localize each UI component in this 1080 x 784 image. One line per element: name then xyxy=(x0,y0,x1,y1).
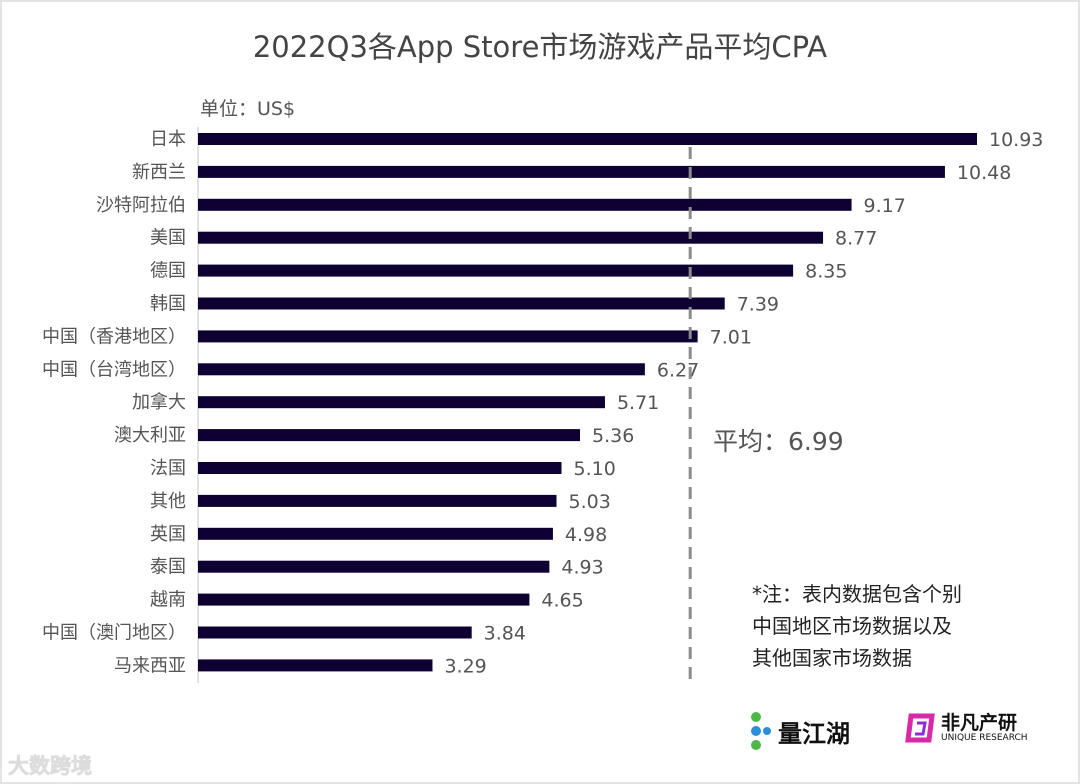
value-label: 5.10 xyxy=(573,458,615,480)
bar xyxy=(198,462,562,474)
bar xyxy=(198,297,725,310)
bar xyxy=(198,396,605,409)
value-label: 5.36 xyxy=(592,425,634,447)
category-label: 泰国 xyxy=(150,557,186,578)
bar xyxy=(198,429,581,442)
liangjianghu-text: 量江湖 xyxy=(778,719,850,748)
feifan-subtext: UNIQUE RESEARCH xyxy=(941,733,1028,743)
bar xyxy=(198,363,645,376)
category-label: 加拿大 xyxy=(132,391,186,413)
category-label: 其他 xyxy=(150,491,186,512)
category-label: 中国（澳门地区） xyxy=(42,623,186,644)
value-label: 7.39 xyxy=(737,294,779,316)
value-label: 4.93 xyxy=(561,557,603,579)
value-label: 6.27 xyxy=(657,359,699,381)
category-label: 法国 xyxy=(150,458,186,479)
category-label: 德国 xyxy=(150,261,186,282)
feifan-icon xyxy=(905,713,935,743)
bar xyxy=(198,330,698,343)
bar xyxy=(198,626,472,639)
category-label: 美国 xyxy=(150,228,186,249)
bar xyxy=(198,494,557,507)
note-line: 其他国家市场数据 xyxy=(752,646,912,670)
bar xyxy=(198,593,530,606)
footnote: *注：表内数据包含个别 中国地区市场数据以及 其他国家市场数据 xyxy=(752,578,962,674)
bar xyxy=(198,527,553,540)
value-label: 4.65 xyxy=(541,590,583,612)
category-label: 日本 xyxy=(150,129,186,150)
bar xyxy=(198,659,433,672)
bar xyxy=(198,165,945,178)
value-label: 9.17 xyxy=(864,195,906,217)
category-label: 英国 xyxy=(150,524,186,545)
value-label: 5.03 xyxy=(568,491,610,513)
category-label: 马来西亚 xyxy=(114,655,186,676)
category-label: 沙特阿拉伯 xyxy=(96,195,186,216)
category-label: 韩国 xyxy=(150,294,186,315)
value-label: 7.01 xyxy=(710,326,752,348)
bar xyxy=(198,264,794,277)
category-label: 新西兰 xyxy=(132,162,186,183)
value-label: 10.93 xyxy=(989,129,1043,151)
value-label: 4.98 xyxy=(565,524,607,546)
note-line: *注：表内数据包含个别 xyxy=(752,582,962,606)
liangjianghu-icon xyxy=(751,712,771,750)
feifan-text: 非凡产研 xyxy=(941,712,1018,734)
bar xyxy=(198,198,852,211)
category-label: 澳大利亚 xyxy=(114,425,186,446)
unit-label: 单位：US$ xyxy=(200,98,296,120)
bar xyxy=(198,560,550,573)
note-line: 中国地区市场数据以及 xyxy=(752,614,952,638)
chart-title: 2022Q3各App Store市场游戏产品平均CPA xyxy=(252,30,828,64)
category-label: 中国（香港地区） xyxy=(42,326,186,347)
category-label: 越南 xyxy=(150,590,186,611)
value-label: 3.29 xyxy=(444,655,486,677)
value-label: 8.77 xyxy=(835,228,877,250)
bar xyxy=(198,231,824,244)
value-label: 8.35 xyxy=(805,261,847,283)
value-label: 10.48 xyxy=(957,162,1011,184)
watermark: 大数跨境 xyxy=(8,754,92,778)
value-label: 3.84 xyxy=(484,623,526,645)
average-label: 平均：6.99 xyxy=(713,427,844,456)
feifan-logo: 非凡产研 UNIQUE RESEARCH xyxy=(905,713,1028,743)
value-label: 5.71 xyxy=(617,392,659,414)
bar xyxy=(198,133,977,145)
category-label: 中国（台湾地区） xyxy=(42,359,186,380)
liangjianghu-logo: 量江湖 xyxy=(750,711,850,751)
